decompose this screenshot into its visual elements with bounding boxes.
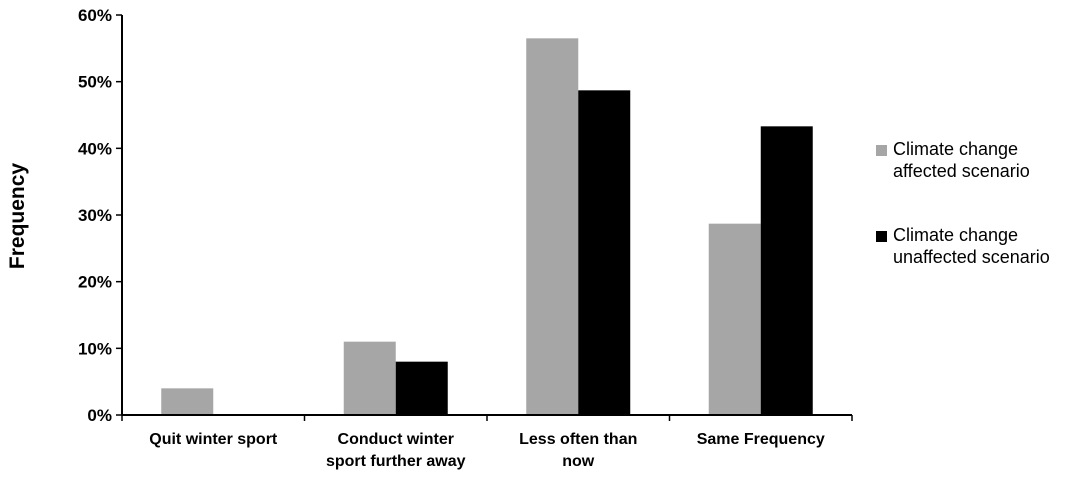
y-tick-label: 30% xyxy=(78,206,112,225)
x-tick-label: Conduct winter sport further away xyxy=(326,431,466,470)
legend-label-1: Climate change unaffected scenario xyxy=(893,225,1050,267)
bar-series0-cat1 xyxy=(343,341,396,415)
bar-series1-cat1 xyxy=(395,361,448,415)
x-tick-label: Same Frequency xyxy=(697,431,825,448)
legend-swatch-0 xyxy=(876,145,887,156)
y-tick-label: 0% xyxy=(87,406,112,425)
y-tick-label: 50% xyxy=(78,73,112,92)
y-ticks-group: 0% 10% 20% 30% 40% 50% 60% xyxy=(78,6,122,425)
y-tick-label: 40% xyxy=(78,139,112,158)
y-tick-label: 20% xyxy=(78,273,112,292)
bar-series1-cat3 xyxy=(760,126,813,415)
category-labels-group: Quit winter sport Conduct winter sport fur… xyxy=(149,431,825,470)
x-tick-label: Less often than now xyxy=(519,431,637,470)
bar-series0-cat0 xyxy=(161,388,214,415)
legend: Climate change affected scenario Climate c… xyxy=(876,139,1050,267)
legend-label-0: Climate change affected scenario xyxy=(893,139,1030,181)
bar-series1-cat2 xyxy=(578,90,631,415)
bars-group xyxy=(161,38,813,415)
x-tick-label: Quit winter sport xyxy=(149,431,278,448)
bar-series0-cat2 xyxy=(526,38,579,415)
y-tick-label: 10% xyxy=(78,339,112,358)
y-tick-label: 60% xyxy=(78,6,112,25)
legend-swatch-1 xyxy=(876,231,887,242)
y-axis-label: Frequency xyxy=(6,163,29,270)
bar-series0-cat3 xyxy=(708,223,761,415)
